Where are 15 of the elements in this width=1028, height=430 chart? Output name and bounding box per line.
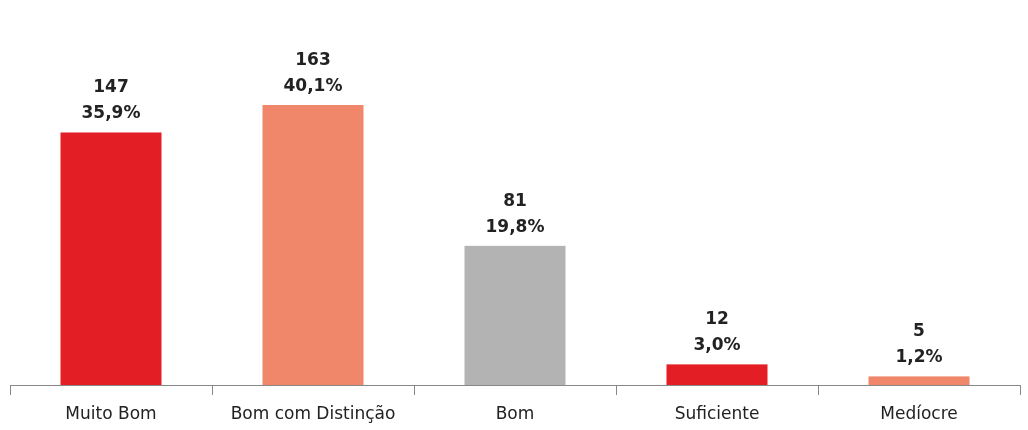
x-tick-label: Medíocre xyxy=(880,403,958,423)
x-tick-label: Bom xyxy=(495,403,535,423)
x-tick-label: Bom com Distinção xyxy=(230,403,396,423)
bar xyxy=(868,376,970,385)
data-label: 81 19,8% xyxy=(485,189,545,236)
x-tick-label: Muito Bom xyxy=(65,403,157,423)
data-label: 12 3,0% xyxy=(693,308,741,355)
bar xyxy=(666,364,768,385)
x-tick-label: Suficiente xyxy=(674,403,760,423)
data-label: 147 35,9% xyxy=(81,76,141,123)
bar xyxy=(464,245,566,385)
data-label: 163 40,1% xyxy=(283,49,343,95)
data-label: 5 1,2% xyxy=(895,320,943,367)
bar xyxy=(262,105,364,385)
bar xyxy=(60,132,162,385)
